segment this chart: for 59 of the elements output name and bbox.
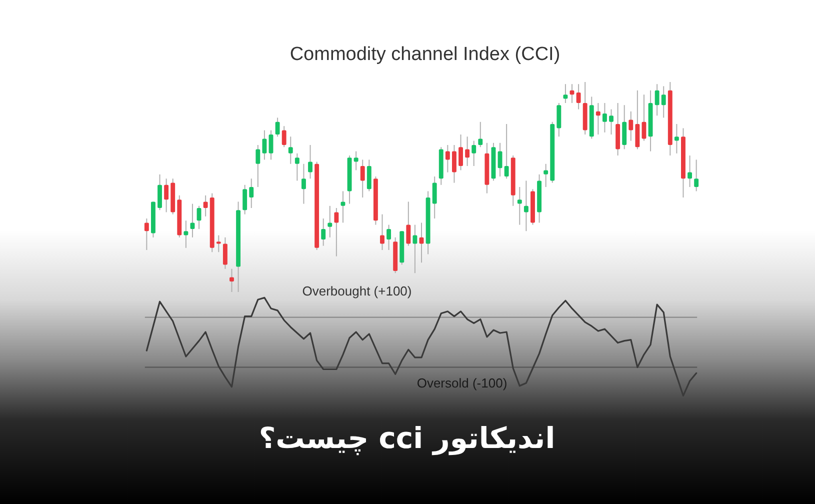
candlestick [524,180,528,232]
candlestick [478,121,483,148]
candlestick [674,124,679,154]
candlestick [249,178,254,208]
ref-line-label: Oversold (-100) [416,375,508,390]
candlestick [472,140,476,166]
candlestick [144,218,149,250]
candlestick [386,224,392,250]
candlestick [544,163,548,188]
candlestick [230,268,234,292]
candlestick [635,90,640,150]
candlestick [268,130,274,160]
candlestick [622,104,627,150]
candlestick [360,159,365,198]
candlestick [282,126,286,148]
candlestick [256,144,260,188]
candlestick [340,190,346,224]
candlestick [504,124,509,180]
candlestick [432,176,437,219]
candlestick [301,163,306,204]
candlestick [465,136,470,166]
candlestick [328,205,332,238]
candlestick [190,203,195,238]
candlestick [222,236,228,270]
candlestick [452,144,456,184]
candlestick [445,144,450,173]
candlestick [412,224,418,274]
candlestick [628,110,634,142]
candlestick [203,194,208,217]
chart-title: Commodity channel Index (CCI) [290,44,560,65]
ref-line-label: Overbought (+100) [302,283,412,298]
candlestick [334,208,339,257]
candlestick [694,159,699,192]
candlestick [458,134,463,171]
candlestick [406,201,411,246]
candlestick [308,144,312,180]
candlestick [354,150,358,171]
candlestick [556,102,562,138]
candlestick [242,184,248,215]
candlestick [275,117,280,138]
candlestick [661,86,666,118]
candlestick [380,214,384,250]
candlestick [654,84,660,116]
candlestick [262,130,267,160]
candlestick [294,152,300,182]
candlestick [688,155,692,188]
candlestick [321,218,326,246]
candlestick [164,178,169,213]
candlestick [609,108,614,135]
candlestick [158,174,162,211]
candlestick [563,84,568,104]
candlestick [288,136,293,164]
candlestick [184,220,188,248]
text: اندیکاتور cci چیست؟ [258,421,556,456]
candlestick [517,186,522,226]
candlestick [596,102,600,135]
candlestick [366,159,372,192]
candlestick [576,84,581,110]
candlestick [602,102,607,133]
